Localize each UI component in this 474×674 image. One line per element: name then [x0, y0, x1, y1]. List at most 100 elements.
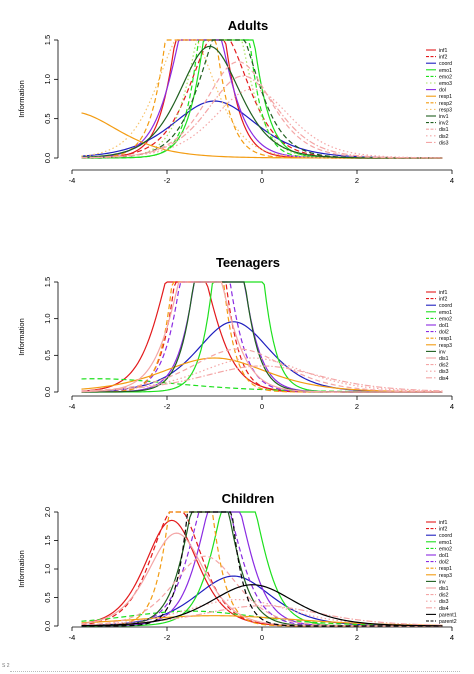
legend-label-dis3: dis3	[439, 140, 449, 146]
chart-panel-0: Adults 0.0 0.5 1.0 1.5 Information -4 -2 0 2 4 inf1…	[17, 18, 454, 185]
y-tick-label: 1.0	[43, 313, 52, 323]
legend-label-resp1: resp1	[439, 336, 452, 342]
series-line-dol2	[81, 281, 443, 393]
y-axis-label: Information	[17, 80, 26, 118]
series-line-emo1	[81, 39, 443, 159]
legend-label-resp1: resp1	[439, 566, 452, 572]
y-tick-label: 1.5	[43, 277, 52, 287]
legend-label-inf1: inf1	[439, 520, 447, 526]
x-tick-label: 4	[450, 402, 454, 411]
legend-label-emo2: emo2	[439, 546, 452, 552]
x-tick-label: -4	[69, 402, 76, 411]
series-line-emo2	[81, 39, 443, 159]
series-line-inf2	[81, 39, 443, 159]
chart-title: Children	[222, 491, 275, 506]
legend-label-dol: dol	[439, 88, 446, 94]
x-tick-label: 0	[260, 402, 264, 411]
series-line-inv1	[81, 45, 443, 159]
y-tick-label: 1.5	[43, 35, 52, 45]
y-tick-label: 1.0	[43, 74, 52, 84]
legend-label-parent2: parent2	[439, 619, 457, 625]
legend-label-dis1: dis1	[439, 127, 449, 133]
legend-label-inv: inv	[439, 349, 446, 355]
legend-label-dis2: dis2	[439, 134, 449, 140]
series-line-dis3	[81, 75, 443, 159]
legend-label-dol1: dol1	[439, 323, 449, 329]
legend-label-dol2: dol2	[439, 330, 449, 336]
x-tick-label: -2	[164, 402, 171, 411]
chart-title: Teenagers	[216, 255, 280, 270]
series-line-dis2	[81, 348, 443, 393]
y-tick-label: 0.0	[43, 387, 52, 397]
x-tick-label: 2	[355, 402, 359, 411]
legend-label-parent1: parent1	[439, 612, 457, 618]
series-line-dis4	[81, 365, 443, 392]
x-tick-label: 2	[355, 176, 359, 185]
y-tick-label: 0.5	[43, 113, 52, 123]
series-line-dis1	[81, 281, 443, 393]
legend-label-dis1: dis1	[439, 356, 449, 362]
x-tick-label: 4	[450, 176, 454, 185]
legend-label-dis1: dis1	[439, 586, 449, 592]
legend-label-dis2: dis2	[439, 363, 449, 369]
x-tick-label: 0	[260, 176, 264, 185]
legend-label-emo1: emo1	[439, 68, 452, 74]
figure-footer: S 2	[0, 663, 474, 674]
series-line-inf2	[81, 281, 443, 393]
figure-label: S 2	[2, 663, 10, 669]
legend-label-emo3: emo3	[439, 81, 452, 87]
series-line-resp3	[81, 39, 443, 159]
x-tick-label: 4	[450, 633, 454, 642]
series-line-dol1	[81, 281, 443, 393]
x-tick-label: 0	[260, 633, 264, 642]
legend-label-resp2: resp2	[439, 101, 452, 107]
x-tick-label: 2	[355, 633, 359, 642]
series-line-dol	[81, 39, 443, 159]
series-line-dis3	[81, 598, 443, 627]
series-line-resp1	[81, 281, 443, 393]
chart-title: Adults	[228, 18, 268, 33]
legend-label-emo1: emo1	[439, 540, 452, 546]
legend-label-coord: coord	[439, 61, 452, 67]
legend-label-inf1: inf1	[439, 290, 447, 296]
series-line-resp2	[81, 39, 443, 159]
y-axis-label: Information	[17, 550, 26, 588]
legend-label-dol2: dol2	[439, 560, 449, 566]
legend-label-inv2: inv2	[439, 121, 449, 127]
legend-label-dis4: dis4	[439, 606, 449, 612]
chart-panel-2: Children 0.0 0.5 1.0 1.5 2.0 Information -4 -2 0 2…	[17, 491, 457, 642]
y-tick-label: 0.0	[43, 621, 52, 631]
legend-label-dol1: dol1	[439, 553, 449, 559]
legend-label-coord: coord	[439, 303, 452, 309]
legend-label-inf1: inf1	[439, 48, 447, 54]
series-line-emo2	[81, 610, 443, 627]
legend-label-inv1: inv1	[439, 114, 449, 120]
series-line-emo3	[81, 39, 443, 159]
legend-label-resp1: resp1	[439, 94, 452, 100]
legend-label-dis3: dis3	[439, 369, 449, 375]
series-line-inf1	[81, 519, 443, 627]
x-tick-label: -2	[164, 176, 171, 185]
series-line-dis2	[81, 555, 443, 627]
series-line-inf1	[81, 39, 443, 159]
y-tick-label: 1.5	[43, 535, 52, 545]
series-line-parent1	[81, 584, 443, 627]
series-line-emo2	[81, 378, 443, 393]
legend-label-emo2: emo2	[439, 316, 452, 322]
legend-label-emo1: emo1	[439, 310, 452, 316]
legend-label-dis2: dis2	[439, 593, 449, 599]
y-tick-label: 0.0	[43, 153, 52, 163]
legend-label-dis4: dis4	[439, 376, 449, 382]
series-line-parent2	[81, 511, 443, 627]
x-tick-label: -2	[164, 633, 171, 642]
chart-panel-1: Teenagers 0.0 0.5 1.0 1.5 Information -4 -2 0 2 4 i…	[17, 255, 454, 411]
series-line-dis2	[81, 88, 443, 159]
legend-label-inf2: inf2	[439, 297, 447, 303]
legend-label-inv: inv	[439, 579, 446, 585]
y-tick-label: 1.0	[43, 564, 52, 574]
series-line-dis1	[81, 61, 443, 159]
legend-label-coord: coord	[439, 533, 452, 539]
legend-label-resp3: resp3	[439, 343, 452, 349]
legend-label-resp3: resp3	[439, 573, 452, 579]
